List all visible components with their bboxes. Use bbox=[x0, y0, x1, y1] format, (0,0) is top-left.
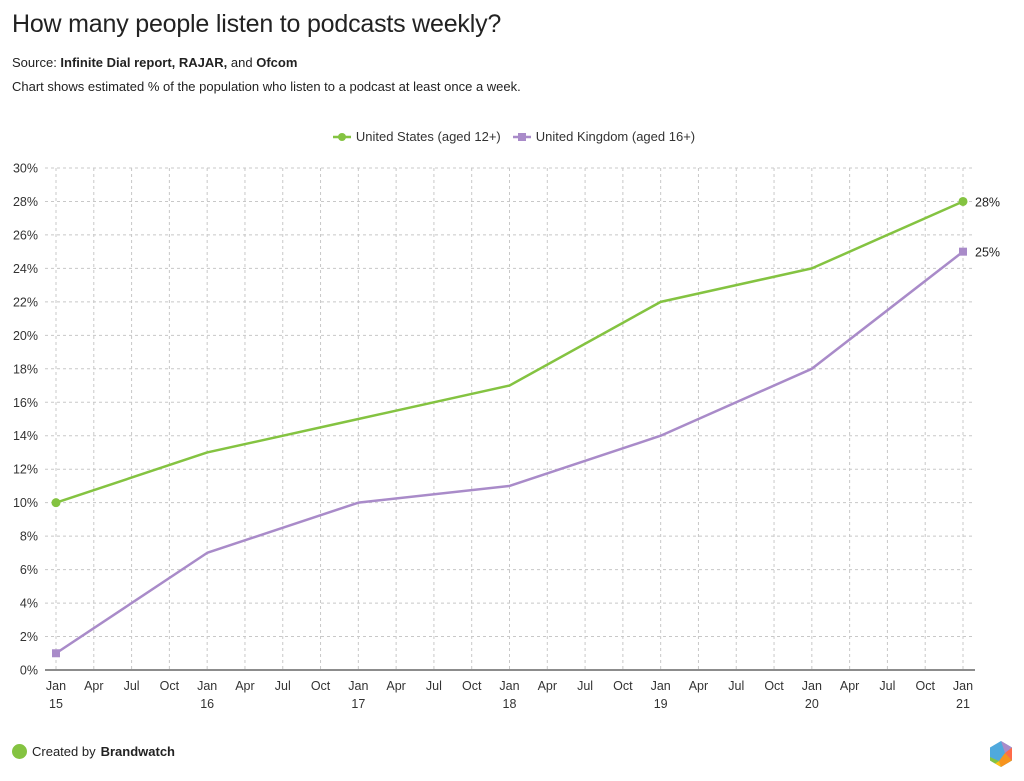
x-tick-month: Oct bbox=[160, 679, 180, 693]
source-prefix: Source: bbox=[12, 55, 61, 70]
x-tick-year: 20 bbox=[805, 697, 819, 711]
created-by-label: Created by bbox=[32, 744, 96, 759]
source-name-1: Infinite Dial report, RAJAR, bbox=[60, 55, 228, 70]
x-tick-month: Jan bbox=[953, 679, 973, 693]
y-tick-label: 8% bbox=[20, 530, 38, 544]
y-tick-label: 18% bbox=[13, 362, 38, 376]
series-line-uk bbox=[55, 250, 964, 655]
x-tick-year: 19 bbox=[654, 697, 668, 711]
y-tick-label: 22% bbox=[13, 295, 38, 309]
y-tick-label: 12% bbox=[13, 463, 38, 477]
x-tick-year: 21 bbox=[956, 697, 970, 711]
series-line-us bbox=[55, 200, 964, 504]
x-tick-month: Oct bbox=[915, 679, 935, 693]
x-axis: Jan 15 Apr Jul Oct Jan 16 Apr Jul Oct Jan 17 Apr Jul O… bbox=[45, 669, 975, 711]
source-line: Source: Infinite Dial report, RAJAR, and… bbox=[12, 55, 297, 70]
x-tick-month: Jan bbox=[499, 679, 519, 693]
data-point[interactable] bbox=[51, 498, 61, 508]
x-tick-month: Jan bbox=[802, 679, 822, 693]
y-tick-label: 6% bbox=[20, 563, 38, 577]
x-tick-month: Jul bbox=[577, 679, 593, 693]
x-tick-month: Apr bbox=[235, 679, 254, 693]
series-group: 28% 25% bbox=[51, 195, 1000, 658]
y-tick-label: 2% bbox=[20, 630, 38, 644]
line-chart: 0% 2% 4% 6% 8% 10% 12% 14% 16% 18% 20% 22% 24% 26% 28%… bbox=[13, 162, 1000, 712]
source-name-2: Ofcom bbox=[256, 55, 298, 70]
legend: United States (aged 12+) United Kingdom … bbox=[0, 129, 1024, 144]
legend-label-uk: United Kingdom (aged 16+) bbox=[535, 129, 696, 144]
x-tick-month: Apr bbox=[386, 679, 405, 693]
data-point[interactable] bbox=[958, 196, 968, 206]
y-tick-label: 24% bbox=[13, 262, 38, 276]
grid bbox=[45, 167, 975, 670]
brandwatch-dot-icon bbox=[12, 744, 27, 759]
legend-circle-marker-icon bbox=[332, 132, 351, 141]
x-tick-month: Jul bbox=[879, 679, 895, 693]
x-tick-month: Oct bbox=[613, 679, 633, 693]
data-point[interactable] bbox=[959, 247, 967, 256]
end-value-label: 28% bbox=[975, 195, 1000, 209]
x-tick-year: 15 bbox=[49, 697, 63, 711]
y-tick-label: 10% bbox=[13, 496, 38, 510]
x-tick-month: Jul bbox=[124, 679, 140, 693]
y-tick-label: 14% bbox=[13, 429, 38, 443]
x-tick-month: Oct bbox=[764, 679, 784, 693]
y-tick-label: 20% bbox=[13, 329, 38, 343]
x-tick-month: Jan bbox=[197, 679, 217, 693]
x-tick-month: Oct bbox=[311, 679, 331, 693]
x-tick-month: Apr bbox=[840, 679, 859, 693]
brand-name[interactable]: Brandwatch bbox=[100, 744, 175, 759]
x-tick-year: 17 bbox=[351, 697, 365, 711]
legend-item-uk[interactable]: United Kingdom (aged 16+) bbox=[512, 129, 696, 144]
y-tick-label: 28% bbox=[13, 195, 38, 209]
y-tick-label: 30% bbox=[13, 162, 38, 176]
x-tick-month: Apr bbox=[84, 679, 103, 693]
x-tick-month: Oct bbox=[462, 679, 482, 693]
data-point[interactable] bbox=[52, 649, 60, 658]
y-tick-label: 16% bbox=[13, 396, 38, 410]
y-tick-label: 26% bbox=[13, 228, 38, 242]
legend-label-us: United States (aged 12+) bbox=[355, 129, 501, 144]
footer: Created by Brandwatch bbox=[12, 744, 175, 759]
legend-square-marker-icon bbox=[512, 132, 531, 141]
y-tick-label: 4% bbox=[20, 597, 38, 611]
end-value-label: 25% bbox=[975, 246, 1000, 260]
x-tick-month: Jul bbox=[728, 679, 744, 693]
x-tick-year: 18 bbox=[503, 697, 517, 711]
x-tick-month: Jan bbox=[651, 679, 671, 693]
y-tick-label: 0% bbox=[20, 664, 38, 678]
chart-title: How many people listen to podcasts weekl… bbox=[12, 10, 502, 38]
brandwatch-logo-icon bbox=[990, 741, 1012, 767]
x-tick-month: Jan bbox=[46, 679, 66, 693]
x-tick-month: Jul bbox=[426, 679, 442, 693]
x-tick-month: Apr bbox=[689, 679, 708, 693]
y-axis: 0% 2% 4% 6% 8% 10% 12% 14% 16% 18% 20% 22% 24% 26% 28%… bbox=[13, 162, 38, 678]
legend-item-us[interactable]: United States (aged 12+) bbox=[332, 129, 501, 144]
x-tick-month: Apr bbox=[538, 679, 557, 693]
x-tick-month: Jan bbox=[348, 679, 368, 693]
source-mid: and bbox=[227, 55, 257, 70]
x-tick-year: 16 bbox=[200, 697, 214, 711]
chart-description: Chart shows estimated % of the populatio… bbox=[12, 79, 521, 94]
x-tick-month: Jul bbox=[275, 679, 291, 693]
